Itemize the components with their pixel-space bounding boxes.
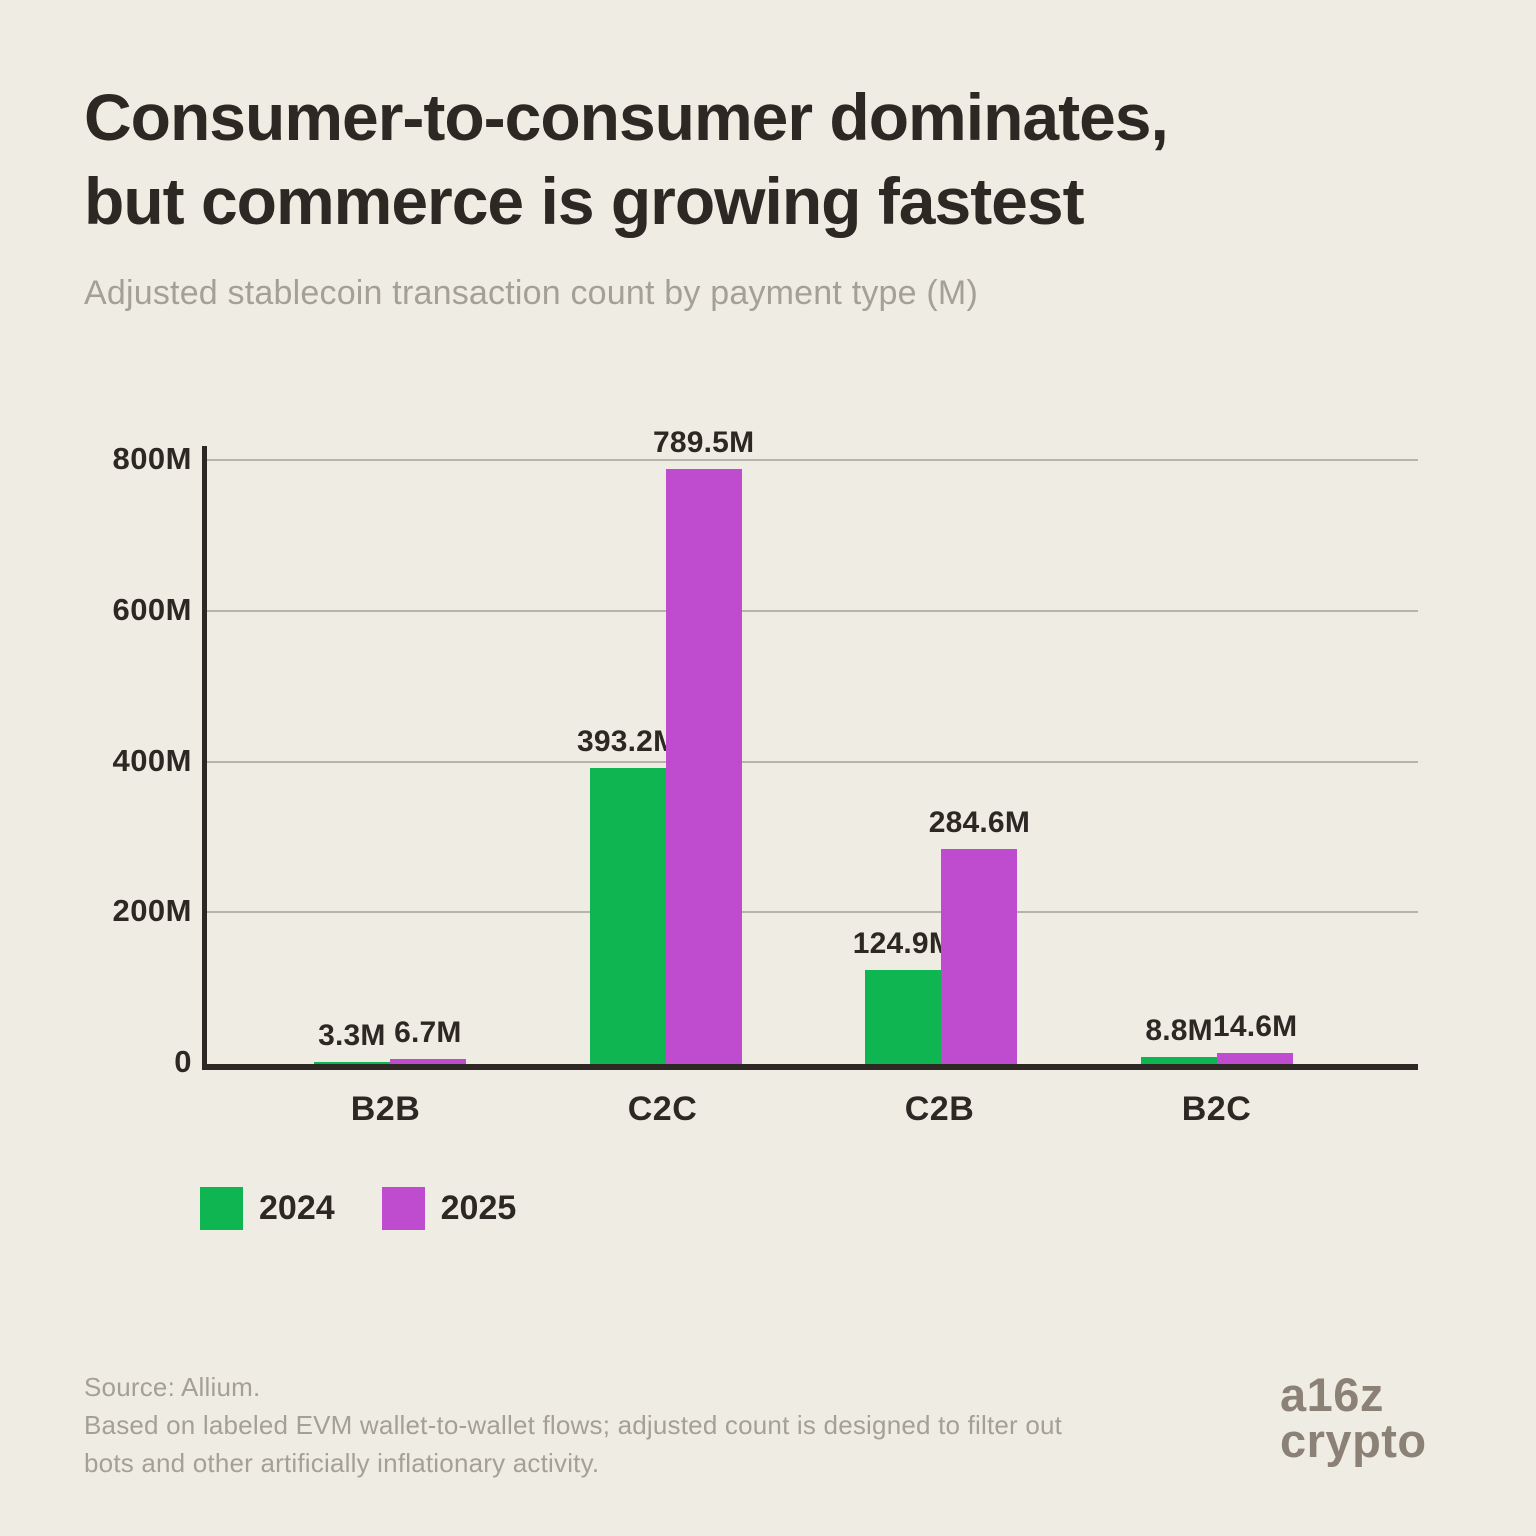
y-tick-label-200M: 200M	[112, 893, 192, 929]
header: Consumer-to-consumer dominates, but comm…	[84, 76, 1169, 313]
bar-2025-C2C: 789.5M	[653, 426, 754, 1064]
gridline-200M	[207, 911, 1418, 914]
y-tick-label-0: 0	[174, 1044, 192, 1080]
footer-note-line-1: Based on labeled EVM wallet-to-wallet fl…	[84, 1410, 1063, 1441]
y-tick-label-600M: 600M	[112, 591, 192, 627]
bar-value-2025-C2C: 789.5M	[652, 425, 755, 459]
bar-2024-B2C: 8.8M	[1141, 1014, 1218, 1064]
bar-2025-B2B: 6.7M	[389, 1016, 466, 1064]
bar-group-C2B: 124.9M 284.6M	[804, 806, 1080, 1064]
bar-value-2024-B2B: 3.3M	[318, 1018, 386, 1052]
category-label-B2C: B2C	[1181, 1090, 1252, 1128]
bar-value-2024-C2C: 393.2M	[576, 724, 679, 758]
page-title: Consumer-to-consumer dominates, but comm…	[84, 76, 1169, 244]
bar-group-C2C: 393.2M 789.5M	[528, 426, 804, 1064]
bar-value-2025-C2B: 284.6M	[928, 806, 1031, 840]
bar-value-2025-B2C: 14.6M	[1212, 1010, 1298, 1043]
legend-swatch-2024	[200, 1187, 243, 1230]
legend-item-2024: 2024	[200, 1187, 335, 1230]
y-axis: 0 200M 400M 600M 800M	[84, 441, 192, 1079]
chart: 0 200M 400M 600M 800M 3.3M 6.7M 393.2M 789.5M 12…	[84, 426, 1418, 1129]
a16z-crypto-logo: a16z crypto	[1280, 1368, 1427, 1467]
logo-line-2: crypto	[1280, 1413, 1427, 1467]
bar-2024-C2B: 124.9M	[853, 927, 954, 1064]
chart-subtitle: Adjusted stablecoin transaction count by…	[84, 273, 978, 312]
y-tick-label-400M: 400M	[112, 742, 192, 778]
legend: 2024 2025	[200, 1187, 516, 1230]
footer-source-line: Source: Allium.	[84, 1372, 261, 1402]
gridline-800M	[207, 459, 1418, 461]
plot-area: 3.3M 6.7M 393.2M 789.5M 124.9M 284.6M 8.8M 14.6…	[202, 426, 1418, 1070]
title-line-2: but commerce is growing fastest	[84, 163, 1085, 238]
gridline-400M	[207, 760, 1418, 763]
bar-value-2024-C2B: 124.9M	[852, 926, 955, 960]
legend-label-2025: 2025	[440, 1189, 517, 1227]
gridline-600M	[207, 609, 1418, 612]
bar-value-2025-B2B: 6.7M	[394, 1015, 462, 1049]
bar-2025-C2B: 284.6M	[929, 806, 1030, 1064]
category-label-C2B: C2B	[904, 1090, 975, 1128]
footer-note: Source: Allium. Based on labeled EVM wal…	[84, 1368, 1062, 1483]
bar-2024-B2B: 3.3M	[313, 1019, 390, 1064]
bar-group-B2C: 8.8M 14.6M	[1079, 1010, 1355, 1064]
logo-line-1: a16z	[1280, 1368, 1384, 1421]
bar-group-B2B: 3.3M 6.7M	[252, 1016, 528, 1064]
bar-2024-C2C: 393.2M	[577, 725, 678, 1064]
legend-label-2024: 2024	[259, 1189, 335, 1227]
title-line-1: Consumer-to-consumer dominates,	[84, 80, 1169, 154]
category-label-C2C: C2C	[627, 1090, 698, 1128]
legend-swatch-2025	[381, 1187, 425, 1230]
bar-2025-B2C: 14.6M	[1213, 1010, 1297, 1064]
bar-value-2024-B2C: 8.8M	[1145, 1014, 1213, 1048]
footer-note-line-2: bots and other artificially inflationary…	[84, 1448, 600, 1479]
chart-inner: 0 200M 400M 600M 800M 3.3M 6.7M 393.2M 789.5M 12…	[84, 426, 1418, 1129]
category-label-B2B: B2B	[350, 1090, 421, 1128]
legend-item-2025: 2025	[381, 1187, 517, 1230]
y-tick-label-800M: 800M	[112, 441, 192, 477]
bars-row: 3.3M 6.7M 393.2M 789.5M 124.9M 284.6M 8.8M 14.6…	[207, 426, 1418, 1064]
category-labels-row: B2B C2C C2B B2C	[202, 1090, 1418, 1129]
